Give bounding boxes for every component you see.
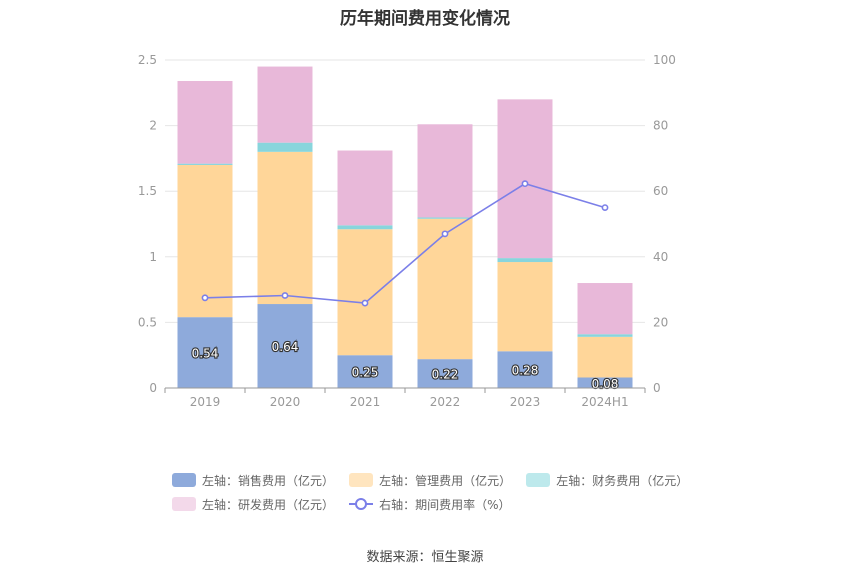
rate-point — [521, 180, 529, 188]
legend-item-sales[interactable]: 左轴：销售费用（亿元） — [172, 472, 334, 488]
y-right-tick-label: 80 — [653, 119, 668, 133]
bar-rnd — [417, 124, 473, 218]
bar-admin — [577, 336, 633, 378]
bar-finance — [257, 142, 313, 152]
legend-swatch-finance — [526, 473, 551, 487]
y-right-tick-label: 40 — [653, 250, 668, 264]
legend-swatch-sales — [172, 473, 196, 487]
x-tick-label: 2022 — [430, 395, 461, 409]
bar-sales — [337, 355, 393, 388]
bar-rnd — [177, 80, 233, 164]
y-left-tick-label: 2.5 — [138, 53, 157, 67]
rate-point — [281, 292, 289, 299]
bar-admin — [177, 164, 233, 318]
bar-admin — [497, 262, 553, 352]
rate-point — [601, 204, 609, 211]
bar-data-label: 0.25 — [352, 366, 379, 380]
rate-point — [441, 230, 449, 238]
legend-item-rnd[interactable]: 左轴：研发费用（亿元） — [172, 496, 334, 512]
bar-sales — [577, 377, 633, 388]
y-left-tick-label: 1 — [149, 250, 157, 264]
x-tick-label: 2019 — [190, 395, 221, 409]
y-right-tick-label: 60 — [653, 184, 668, 198]
x-tick-label: 2023 — [510, 395, 541, 409]
legend-item-finance[interactable]: 左轴：财务费用（亿元） — [526, 472, 688, 488]
bar-data-label: 0.08 — [592, 377, 619, 391]
y-left-tick-label: 0 — [149, 381, 157, 395]
bar-sales — [257, 304, 313, 388]
y-right-tick-label: 20 — [653, 315, 668, 329]
y-right-tick-label: 0 — [653, 381, 661, 395]
rate-line — [204, 182, 606, 304]
bar-data-label: 0.64 — [272, 340, 299, 354]
bar-data-label: 0.22 — [432, 368, 459, 382]
x-tick-label: 2024H1 — [581, 395, 628, 409]
bar-finance — [577, 334, 633, 337]
data-source: 数据来源：恒生聚源 — [366, 550, 484, 565]
bar-data-label: 0.54 — [192, 347, 219, 361]
bar-rnd — [257, 66, 313, 143]
y-left-tick-label: 1.5 — [138, 184, 157, 198]
legend-label-rnd: 左轴：研发费用（亿元） — [202, 497, 335, 512]
bar-sales — [177, 317, 233, 388]
legend-label-rate: 右轴：期间费用率（%） — [379, 497, 511, 512]
bar-admin — [337, 229, 393, 356]
y-right-tick-label: 100 — [653, 53, 676, 67]
bar-admin — [257, 151, 313, 305]
x-tick-label: 2020 — [270, 395, 301, 409]
bar-admin — [417, 218, 473, 360]
legend-item-rate[interactable]: 右轴：期间费用率（%） — [349, 496, 511, 512]
bar-sales — [417, 359, 473, 388]
y-left-tick-label: 0.5 — [138, 315, 157, 329]
bar-finance — [497, 258, 553, 263]
legend-label-admin: 左轴：管理费用（亿元） — [379, 473, 512, 488]
bar-rnd — [577, 283, 633, 335]
legend: 左轴：销售费用（亿元） 左轴：管理费用（亿元） 左轴：财务费用（亿元） 左轴：研… — [172, 472, 712, 520]
legend-item-admin[interactable]: 左轴：管理费用（亿元） — [349, 472, 511, 488]
y-left-tick-label: 2 — [149, 119, 157, 133]
bar-finance — [417, 217, 473, 219]
legend-swatch-admin — [349, 473, 374, 487]
legend-label-sales: 左轴：销售费用（亿元） — [202, 473, 335, 488]
bar-finance — [337, 225, 393, 230]
chart-title: 历年期间费用变化情况 — [340, 9, 510, 29]
legend-label-finance: 左轴：财务费用（亿元） — [556, 473, 689, 488]
legend-swatch-rate — [349, 497, 374, 511]
chart-canvas: 0 0.5 1 1.5 2 2.5 0 20 40 60 80 100 0.54 0.64 0.25 0.22… — [138, 53, 676, 409]
bar-data-label: 0.28 — [512, 364, 539, 378]
bar-finance — [177, 163, 233, 165]
rate-point — [201, 294, 209, 302]
bar-sales — [497, 351, 553, 388]
bar-rnd — [497, 99, 553, 259]
bar-rnd — [337, 150, 393, 226]
rate-point — [361, 299, 369, 307]
x-tick-label: 2021 — [350, 395, 381, 409]
legend-swatch-rnd — [172, 497, 196, 511]
